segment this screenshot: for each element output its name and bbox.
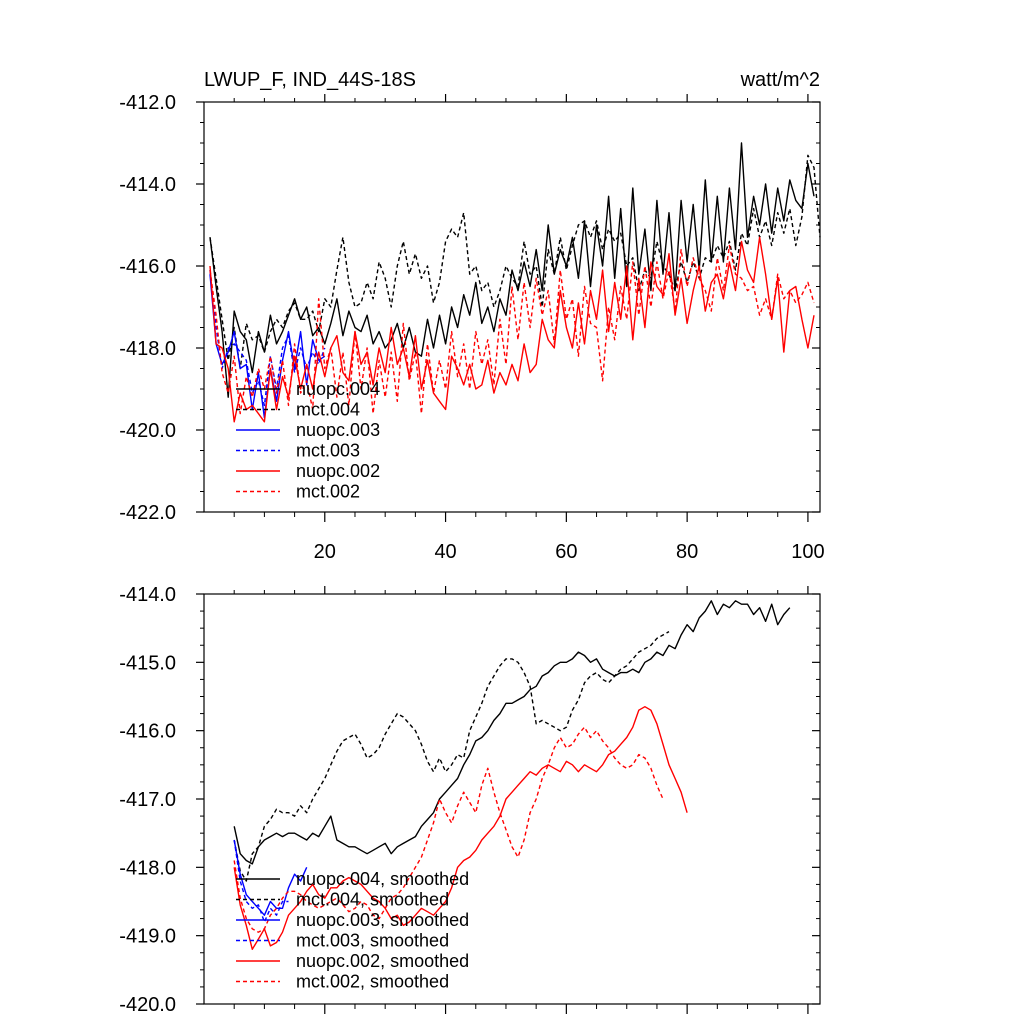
legend-label: nuopc.002 — [296, 461, 380, 481]
y-tick-label: -422.0 — [119, 502, 176, 524]
y-tick-label: -416.0 — [119, 256, 176, 278]
panel-bottom: -414.0 -415.0 -416.0 -417.0 -418.0 -419.0 -420… — [119, 584, 821, 1016]
x-tick-label: 80 — [676, 541, 698, 563]
y-tick-label: -418.0 — [119, 857, 176, 879]
x-tick-label: 100 — [791, 541, 824, 563]
series-line-nuopc-004-smoothed — [233, 600, 791, 865]
series-line-mct-004 — [209, 154, 821, 370]
legend-top: nuopc.004mct.004nuopc.003mct.003nuopc.00… — [236, 379, 380, 502]
series-line-mct-004-smoothed — [233, 630, 670, 882]
legend-label: nuopc.003 — [296, 420, 380, 440]
y-tick-label: -420.0 — [119, 420, 176, 442]
legend-label: mct.004 — [296, 400, 360, 420]
y-tick-label: -420.0 — [119, 994, 176, 1016]
chart-title: LWUP_F, IND_44S-18S — [204, 69, 416, 91]
y-tick-label: -417.0 — [119, 789, 176, 811]
y-tick-label: -415.0 — [119, 652, 176, 674]
legend-label: nuopc.004, smoothed — [296, 869, 469, 889]
legend-label: nuopc.002, smoothed — [296, 951, 469, 971]
y-tick-label: -418.0 — [119, 338, 176, 360]
legend-label: mct.002, smoothed — [296, 972, 449, 992]
y-tick-label: -419.0 — [119, 926, 176, 948]
series-line-mct-003 — [209, 270, 326, 407]
series-line-mct-003-smoothed — [233, 839, 289, 923]
legend-label: mct.002 — [296, 482, 360, 502]
axis-layer-top: -412.0 -414.0 -416.0 -418.0 -420.0 -422.0 20 40… — [119, 92, 824, 563]
legend-label: nuopc.003, smoothed — [296, 910, 469, 930]
units-label: watt/m^2 — [740, 69, 820, 91]
legend-label: mct.003 — [296, 441, 360, 461]
series-layer-top — [209, 142, 821, 423]
series-line-nuopc-002 — [209, 236, 815, 423]
legend-label: nuopc.004 — [296, 379, 380, 399]
legend-label: mct.004, smoothed — [296, 890, 449, 910]
panel-top: LWUP_F, IND_44S-18S watt/m^2 -412.0 -414.… — [119, 69, 824, 563]
series-line-nuopc-003-smoothed — [233, 839, 308, 916]
y-tick-label: -412.0 — [119, 92, 176, 114]
y-tick-label: -414.0 — [119, 584, 176, 606]
y-tick-label: -414.0 — [119, 174, 176, 196]
series-layer-bottom — [233, 600, 791, 950]
x-tick-label: 20 — [314, 541, 336, 563]
legend-label: mct.003, smoothed — [296, 931, 449, 951]
series-line-mct-002 — [209, 244, 815, 415]
series-line-mct-002-smoothed — [233, 726, 664, 933]
series-line-nuopc-004 — [209, 142, 815, 398]
x-tick-label: 60 — [555, 541, 577, 563]
axis-layer-bottom: -414.0 -415.0 -416.0 -417.0 -418.0 -419.0 -420… — [119, 584, 820, 1016]
y-tick-label: -416.0 — [119, 721, 176, 743]
x-tick-label: 40 — [434, 541, 456, 563]
